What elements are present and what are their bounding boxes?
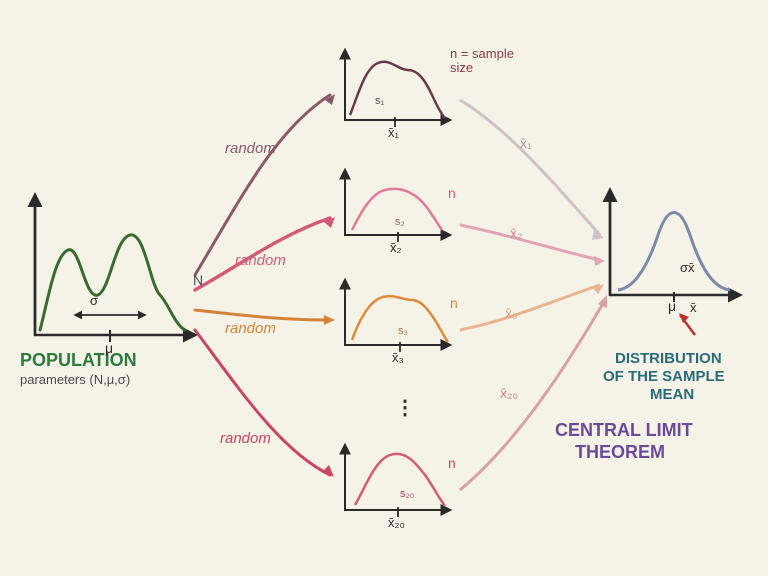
sample-chart-3 [345,280,450,352]
population-sigma: σ [90,293,98,308]
sample20-s: s₂₀ [400,488,414,500]
sample3-n: n [450,295,458,311]
population-chart [35,195,195,342]
sample-chart-20 [345,445,450,517]
sample20-n: n [448,455,456,471]
result-xbar: x̄ [690,300,697,315]
sample20-x: x̄₂₀ [388,515,405,530]
sample2-x: x̄₂ [390,240,402,255]
result-title-3: MEAN [650,386,694,403]
sample1-s: s₁ [375,95,384,107]
clt-1: CENTRAL LIMIT [555,420,693,441]
sample3-out: x̄₃ [505,305,518,321]
result-title-2: OF THE SAMPLE [603,368,725,385]
sample3-x: x̄₃ [392,350,404,365]
sample2-out: x̄₂ [510,225,522,241]
sample-chart-1 [345,50,450,127]
sample1-x: x̄₁ [388,125,399,140]
sample3-s: s₃ [398,325,408,337]
diagram-canvas [0,0,768,576]
random-label-2: random [235,252,286,269]
sample1-out: x̄₁ [520,135,532,151]
clt-2: THEOREM [575,442,665,463]
sample2-n: n [448,185,456,201]
population-title: POPULATION [20,350,137,371]
result-title-1: DISTRIBUTION [615,350,722,367]
sample1-n: n = sample size [450,47,540,76]
random-label-3: random [225,320,276,337]
sample20-out: x̄₂₀ [500,385,518,401]
population-mu: μ [105,340,113,356]
sample-chart-2 [345,170,450,242]
population-subtitle: parameters (N,μ,σ) [20,372,130,387]
ellipsis: ⋮ [395,395,415,420]
random-label-1: random [225,140,276,157]
result-mu: μ [668,298,676,314]
population-N: N [193,272,203,288]
result-sigma: σx̄ [680,260,695,275]
random-label-4: random [220,430,271,447]
sample2-s: s₂ [395,216,405,228]
